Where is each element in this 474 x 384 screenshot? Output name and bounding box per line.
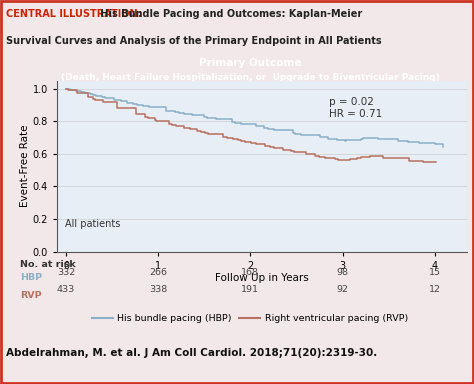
Text: 12: 12: [428, 285, 441, 294]
Text: (Death, Heart Failure Hospitalization, or  Upgrade to Biventricular Pacing): (Death, Heart Failure Hospitalization, o…: [61, 73, 439, 81]
Text: 168: 168: [241, 268, 259, 276]
Text: CENTRAL ILLUSTRATION:: CENTRAL ILLUSTRATION:: [6, 9, 141, 19]
Legend: His bundle pacing (HBP), Right ventricular pacing (RVP): His bundle pacing (HBP), Right ventricul…: [88, 310, 412, 327]
Text: Primary Outcome: Primary Outcome: [199, 58, 301, 68]
Text: 338: 338: [149, 285, 167, 294]
Text: RVP: RVP: [20, 291, 42, 300]
Text: 332: 332: [57, 268, 75, 276]
Text: 191: 191: [241, 285, 259, 294]
Text: 15: 15: [428, 268, 441, 276]
Text: 98: 98: [337, 268, 348, 276]
Text: Survival Curves and Analysis of the Primary Endpoint in All Patients: Survival Curves and Analysis of the Prim…: [6, 36, 381, 46]
Text: His Bundle Pacing and Outcomes: Kaplan-Meier: His Bundle Pacing and Outcomes: Kaplan-M…: [97, 9, 363, 19]
Y-axis label: Event-Free Rate: Event-Free Rate: [20, 125, 30, 207]
Text: 266: 266: [149, 268, 167, 276]
Text: p = 0.02
HR = 0.71: p = 0.02 HR = 0.71: [328, 97, 382, 119]
Text: 433: 433: [57, 285, 75, 294]
Text: HBP: HBP: [20, 273, 42, 282]
Text: No. at risk: No. at risk: [20, 260, 76, 269]
Text: Abdelrahman, M. et al. J Am Coll Cardiol. 2018;71(20):2319-30.: Abdelrahman, M. et al. J Am Coll Cardiol…: [6, 348, 377, 358]
Text: All patients: All patients: [65, 219, 120, 229]
Text: 92: 92: [337, 285, 348, 294]
X-axis label: Follow Up in Years: Follow Up in Years: [215, 273, 309, 283]
